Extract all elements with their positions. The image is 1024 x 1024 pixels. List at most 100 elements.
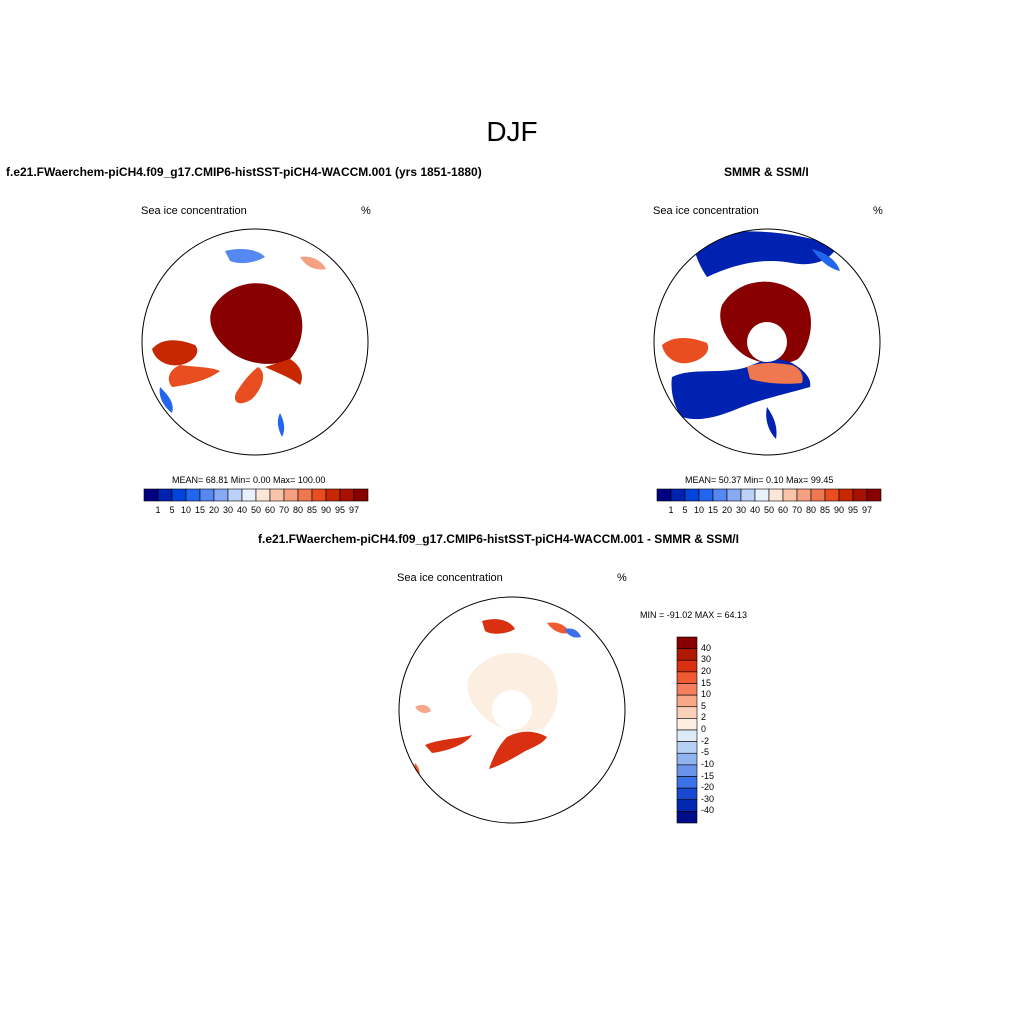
colorbar-swatch bbox=[199, 488, 215, 502]
colorbar-swatch bbox=[213, 488, 229, 502]
colorbar-swatch bbox=[712, 488, 728, 502]
colorbar-swatch bbox=[255, 488, 271, 502]
panel-3-units-label: % bbox=[617, 572, 627, 584]
panel-2-colorbar-label: 1 bbox=[668, 505, 674, 515]
panel-2-title: SMMR & SSM/I bbox=[724, 165, 809, 179]
panel-2-colorbar-label: 50 bbox=[764, 505, 775, 515]
panel-3-colorbar-label: -5 bbox=[701, 747, 710, 758]
panel-2-colorbar-labels: 1 5 10 15 20 30 40 50 60 70 80 85 90 95 … bbox=[657, 505, 881, 515]
panel-2-variable-label: Sea ice concentration bbox=[653, 205, 759, 217]
panel-3-pole-hole bbox=[492, 690, 532, 730]
colorbar-swatch bbox=[676, 718, 698, 731]
panel-1-title: f.e21.FWaerchem-piCH4.f09_g17.CMIP6-hist… bbox=[6, 165, 482, 179]
panel-1-colorbar-label: 5 bbox=[169, 505, 175, 515]
colorbar-swatch bbox=[676, 764, 698, 777]
colorbar-swatch bbox=[810, 488, 826, 502]
panel-2-colorbar-label: 30 bbox=[736, 505, 747, 515]
colorbar-swatch bbox=[676, 694, 698, 708]
colorbar-swatch bbox=[676, 787, 698, 801]
colorbar-swatch bbox=[676, 671, 698, 684]
panel-1-stats: MEAN= 68.81 Min= 0.00 Max= 100.00 bbox=[172, 475, 326, 485]
panel-1-colorbar-labels: 1 5 10 15 20 30 40 50 60 70 80 85 90 95 … bbox=[144, 505, 368, 515]
colorbar-swatch bbox=[698, 488, 714, 502]
colorbar-swatch bbox=[171, 488, 187, 502]
panel-2-colorbar-label: 5 bbox=[682, 505, 688, 515]
panel-3-title: f.e21.FWaerchem-piCH4.f09_g17.CMIP6-hist… bbox=[258, 532, 739, 546]
panel-3-colorbar-label: -10 bbox=[701, 758, 715, 769]
colorbar-swatch bbox=[754, 488, 770, 502]
colorbar-swatch bbox=[185, 488, 201, 502]
panel-1-colorbar-label: 80 bbox=[293, 505, 304, 515]
panel-1-colorbar-label: 15 bbox=[195, 505, 206, 515]
panel-2-colorbar-label: 40 bbox=[750, 505, 761, 515]
panel-3-colorbar-label: -30 bbox=[701, 793, 715, 804]
colorbar-swatch bbox=[676, 636, 698, 649]
panel-2-pole-hole bbox=[747, 322, 787, 362]
colorbar-swatch bbox=[866, 488, 882, 502]
panel-2-colorbar-swatches bbox=[656, 488, 882, 502]
colorbar-swatch bbox=[740, 488, 756, 502]
panel-1-colorbar-label: 40 bbox=[237, 505, 248, 515]
panel-1-colorbar-label: 70 bbox=[279, 505, 290, 515]
panel-3-colorbar-label: 15 bbox=[701, 677, 712, 688]
panel-1-colorbar-label: 50 bbox=[251, 505, 262, 515]
colorbar-swatch bbox=[283, 488, 299, 502]
panel-1-colorbar-label: 90 bbox=[321, 505, 332, 515]
panel-2-colorbar-label: 80 bbox=[806, 505, 817, 515]
panel-1-units-label: % bbox=[361, 205, 371, 217]
colorbar-swatch bbox=[676, 648, 698, 661]
panel-2-colorbar-label: 70 bbox=[792, 505, 803, 515]
colorbar-swatch bbox=[676, 659, 698, 673]
panel-3-colorbar-label: 10 bbox=[701, 689, 712, 700]
colorbar-swatch bbox=[796, 488, 812, 502]
colorbar-swatch bbox=[676, 799, 698, 812]
panel-1-map bbox=[141, 228, 369, 456]
colorbar-swatch bbox=[656, 488, 672, 502]
panel-1-variable-label: Sea ice concentration bbox=[141, 205, 247, 217]
colorbar-swatch bbox=[325, 488, 341, 502]
panel-3-colorbar-label: -15 bbox=[701, 770, 715, 781]
panel-1-colorbar-label: 95 bbox=[335, 505, 346, 515]
panel-3-colorbar-labels: 40 30 20 15 10 5 2 0 -2 -5 -10 -15 -20 -… bbox=[701, 637, 741, 823]
colorbar-swatch bbox=[768, 488, 784, 502]
colorbar-swatch bbox=[726, 488, 742, 502]
panel-1-ice-field bbox=[152, 249, 326, 437]
colorbar-swatch bbox=[676, 741, 698, 754]
panel-3-map bbox=[398, 596, 626, 824]
panel-3-colorbar-label: 30 bbox=[701, 654, 712, 665]
colorbar-swatch bbox=[143, 488, 159, 502]
panel-2-colorbar-label: 60 bbox=[778, 505, 789, 515]
panel-1-colorbar-label: 1 bbox=[155, 505, 161, 515]
colorbar-swatch bbox=[838, 488, 854, 502]
panel-3-colorbar-label: 0 bbox=[701, 724, 707, 734]
colorbar-swatch bbox=[824, 488, 840, 502]
panel-3-colorbar-swatches bbox=[676, 636, 698, 824]
panel-3-colorbar-label: 40 bbox=[701, 642, 712, 653]
colorbar-swatch bbox=[297, 488, 313, 502]
colorbar-swatch bbox=[676, 752, 698, 766]
panel-2-colorbar-label: 97 bbox=[862, 505, 873, 515]
panel-1-colorbar-label: 30 bbox=[223, 505, 234, 515]
colorbar-swatch bbox=[684, 488, 700, 502]
panel-2-units-label: % bbox=[873, 205, 883, 217]
panel-2-stats: MEAN= 50.37 Min= 0.10 Max= 99.45 bbox=[685, 475, 834, 485]
panel-1-colorbar-label: 10 bbox=[181, 505, 192, 515]
colorbar-swatch bbox=[676, 683, 698, 696]
colorbar-swatch bbox=[227, 488, 243, 502]
panel-1-colorbar-swatches bbox=[143, 488, 369, 502]
panel-1-colorbar-label: 97 bbox=[349, 505, 360, 515]
colorbar-swatch bbox=[311, 488, 327, 502]
colorbar-swatch bbox=[676, 776, 698, 789]
panel-2-map bbox=[653, 228, 881, 456]
panel-3-colorbar-label: -20 bbox=[701, 782, 715, 793]
colorbar-swatch bbox=[157, 488, 173, 502]
panel-2-colorbar-label: 10 bbox=[694, 505, 705, 515]
panel-3-colorbar-label: 5 bbox=[701, 700, 707, 711]
panel-3-colorbar-label: 2 bbox=[701, 712, 707, 723]
colorbar-swatch bbox=[670, 488, 686, 502]
colorbar-swatch bbox=[353, 488, 369, 502]
colorbar-swatch bbox=[676, 729, 698, 742]
panel-3-variable-label: Sea ice concentration bbox=[397, 572, 503, 584]
colorbar-swatch bbox=[241, 488, 257, 502]
panel-2-colorbar-label: 85 bbox=[820, 505, 831, 515]
